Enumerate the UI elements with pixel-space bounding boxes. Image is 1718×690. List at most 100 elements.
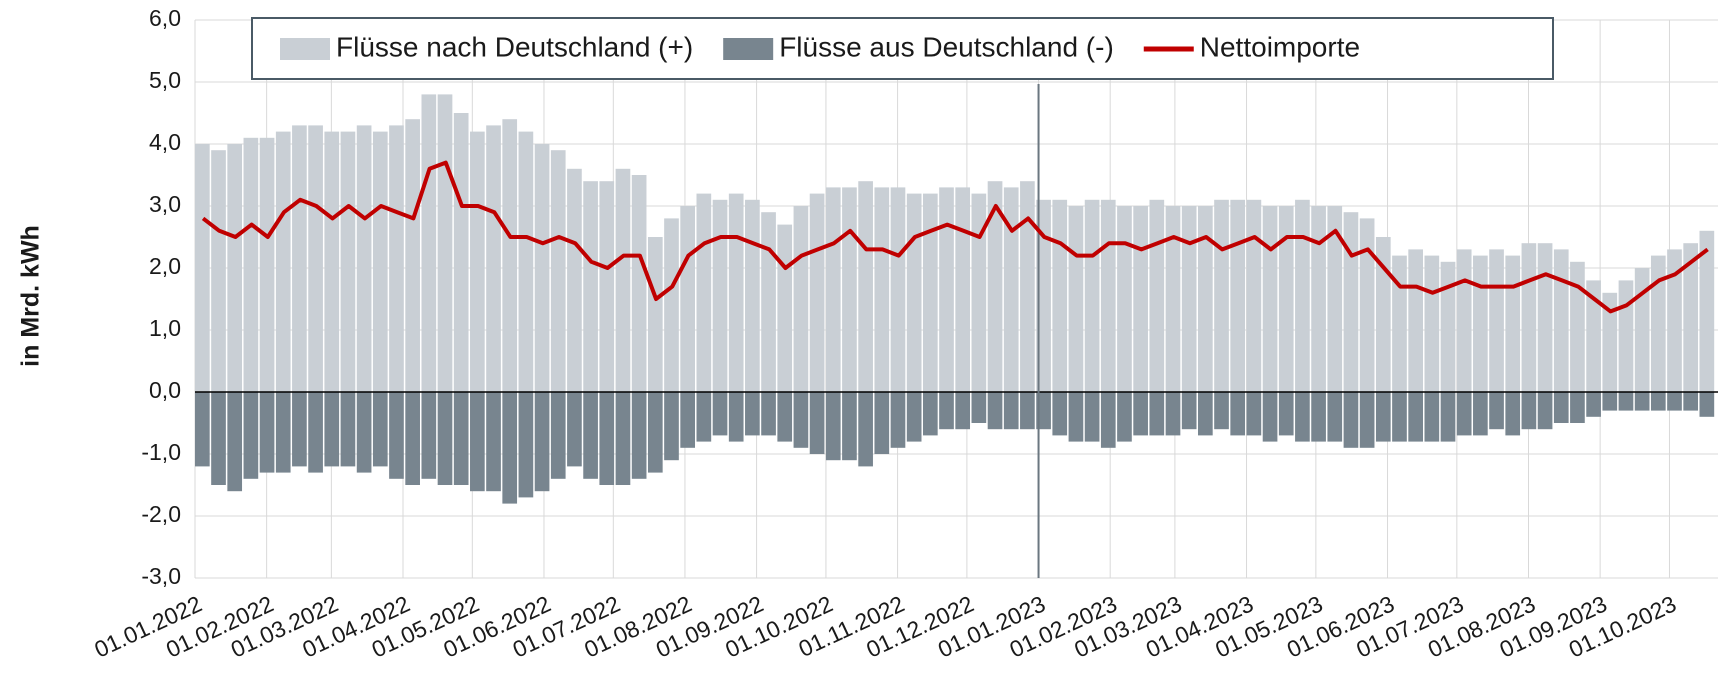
bar [874,392,890,454]
bar [712,199,728,392]
bar [518,131,534,392]
bar [1003,187,1019,392]
bar [1052,392,1068,436]
bar [1230,392,1246,436]
bar [1311,206,1326,392]
y-tick-label: -3,0 [141,563,181,589]
bar [745,199,760,392]
bar [340,392,356,467]
bar [1586,392,1601,417]
bar [906,392,922,442]
y-tick-label: 6,0 [149,5,181,31]
y-tick-label: 1,0 [149,315,181,341]
bars [195,94,1715,504]
bar [1424,392,1440,442]
bar [971,392,987,423]
bar [793,206,809,392]
bar [1650,255,1666,392]
bar [1359,392,1375,448]
bar [1537,392,1553,430]
bar [971,193,987,392]
bar [939,392,954,430]
bar [567,392,582,467]
bar [955,187,971,392]
bar [1392,255,1407,392]
bar [1181,392,1197,430]
bar [1375,392,1391,442]
bar [1020,181,1035,392]
bar [1165,392,1181,436]
bar [1343,392,1359,448]
bar [1100,392,1116,448]
bar [1634,268,1650,392]
legend-label: Flüsse aus Deutschland (-) [779,31,1114,62]
bar [1278,206,1294,392]
bar [324,392,340,467]
y-tick-label: 5,0 [149,67,181,93]
bar [777,392,793,442]
bar [825,187,841,392]
bar [1052,199,1068,392]
bar [470,392,485,492]
bar [1440,261,1456,392]
bar [922,392,938,436]
bar [1683,243,1699,392]
bar [922,193,938,392]
bar [372,392,388,467]
bar [906,193,922,392]
legend-label: Nettoimporte [1200,31,1360,62]
bar [1262,206,1278,392]
bar [421,392,437,479]
bar [696,392,712,442]
bar [1246,199,1262,392]
bar [227,144,243,392]
bar [1505,392,1521,436]
bar [1586,280,1601,392]
bar [1327,392,1343,442]
y-tick-label: 4,0 [149,129,181,155]
bar [1343,212,1359,392]
bar [308,125,323,393]
bar [389,392,404,479]
bar [1084,392,1100,442]
bar [615,168,631,392]
bar [1699,392,1715,417]
bar [987,392,1003,430]
bar [437,94,453,393]
bar [1375,237,1391,392]
bar [761,392,776,436]
bar [1618,392,1634,411]
bar [259,137,275,392]
bar [227,392,243,492]
bar [1521,243,1537,392]
bar [615,392,631,485]
bar [437,392,453,485]
bar [550,150,566,392]
bar [631,392,647,479]
bar [1133,206,1148,392]
bar [1456,392,1472,436]
bar [243,392,259,479]
bar [1489,249,1504,392]
legend-swatch [280,38,330,60]
bar [275,392,291,473]
bar [1473,255,1488,392]
bar [939,187,954,392]
bar [874,187,890,392]
bar [809,193,825,392]
bar [275,131,291,392]
bar [1667,249,1682,392]
bar [1214,392,1229,430]
bar [1505,255,1521,392]
bar [1456,249,1472,392]
bar [1553,249,1569,392]
bar [728,392,744,442]
bar [453,392,469,485]
bar [405,392,420,485]
bar [793,392,809,448]
bar [1230,199,1246,392]
bar [502,119,518,392]
legend-label: Flüsse nach Deutschland (+) [336,31,693,62]
bar [1570,261,1585,392]
bar [1295,392,1310,442]
